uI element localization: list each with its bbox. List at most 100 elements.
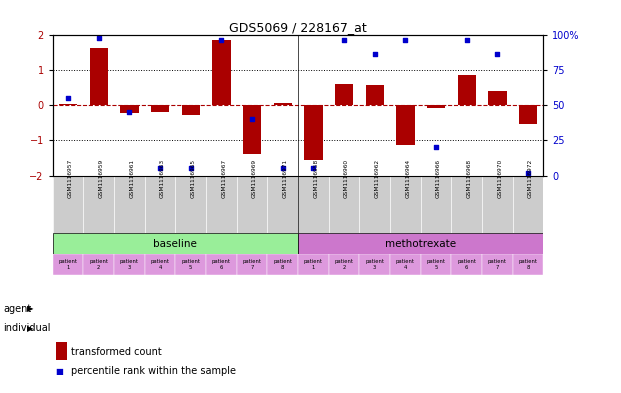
Text: GSM1116965: GSM1116965 — [191, 159, 196, 198]
Bar — [151, 105, 170, 112]
Text: GSM1116967: GSM1116967 — [222, 159, 227, 198]
Text: ▶: ▶ — [27, 304, 33, 313]
Text: methotrexate: methotrexate — [385, 239, 456, 248]
FancyBboxPatch shape — [206, 254, 237, 275]
Point — [155, 165, 165, 172]
Text: GSM1116959: GSM1116959 — [99, 159, 104, 198]
Text: GSM1116958: GSM1116958 — [314, 159, 319, 198]
Point — [94, 35, 104, 41]
Bar — [181, 105, 200, 115]
FancyBboxPatch shape — [451, 254, 482, 275]
Text: GSM1116963: GSM1116963 — [160, 159, 165, 198]
Text: patient
2: patient 2 — [335, 259, 353, 270]
FancyBboxPatch shape — [329, 176, 360, 233]
Point — [523, 169, 533, 176]
Text: patient
8: patient 8 — [273, 259, 292, 270]
Text: patient
1: patient 1 — [304, 259, 323, 270]
Bar — [396, 105, 415, 145]
FancyBboxPatch shape — [390, 176, 421, 233]
Text: GSM1116957: GSM1116957 — [68, 159, 73, 198]
FancyBboxPatch shape — [145, 176, 176, 233]
Point — [431, 144, 441, 151]
Text: patient
5: patient 5 — [427, 259, 445, 270]
Text: GSM1116972: GSM1116972 — [528, 159, 533, 198]
Text: patient
2: patient 2 — [89, 259, 108, 270]
Text: patient
7: patient 7 — [488, 259, 507, 270]
Text: patient
5: patient 5 — [181, 259, 200, 270]
Point — [63, 95, 73, 101]
Text: patient
6: patient 6 — [212, 259, 231, 270]
Text: GSM1116968: GSM1116968 — [467, 159, 472, 198]
FancyBboxPatch shape — [53, 254, 83, 275]
Bar — [120, 105, 138, 113]
FancyBboxPatch shape — [298, 233, 543, 254]
Point — [492, 50, 502, 57]
FancyBboxPatch shape — [482, 254, 513, 275]
Text: GSM1116969: GSM1116969 — [252, 159, 257, 198]
FancyBboxPatch shape — [513, 176, 543, 233]
FancyBboxPatch shape — [421, 254, 451, 275]
FancyBboxPatch shape — [451, 176, 482, 233]
Point — [247, 116, 257, 123]
Point — [401, 37, 410, 43]
Bar — [335, 84, 353, 105]
FancyBboxPatch shape — [390, 254, 421, 275]
Text: patient
3: patient 3 — [120, 259, 139, 270]
FancyBboxPatch shape — [298, 176, 329, 233]
Text: GSM1116960: GSM1116960 — [344, 159, 349, 198]
FancyBboxPatch shape — [53, 176, 83, 233]
Bar — [427, 105, 445, 108]
Text: GSM1116962: GSM1116962 — [374, 159, 379, 198]
FancyBboxPatch shape — [53, 233, 298, 254]
FancyBboxPatch shape — [206, 176, 237, 233]
Bar — [366, 85, 384, 105]
Point — [124, 109, 134, 116]
Point — [278, 165, 288, 172]
Text: ■: ■ — [56, 367, 63, 376]
FancyBboxPatch shape — [83, 254, 114, 275]
Text: transformed count: transformed count — [71, 347, 162, 357]
Bar — [59, 104, 77, 105]
FancyBboxPatch shape — [145, 254, 176, 275]
FancyBboxPatch shape — [268, 176, 298, 233]
FancyBboxPatch shape — [237, 176, 268, 233]
FancyBboxPatch shape — [114, 176, 145, 233]
Point — [309, 165, 319, 172]
Text: ▶: ▶ — [27, 324, 33, 332]
Text: GSM1116971: GSM1116971 — [283, 159, 288, 198]
Point — [339, 37, 349, 43]
Bar — [519, 105, 537, 124]
Text: patient
7: patient 7 — [243, 259, 261, 270]
Bar — [488, 91, 507, 105]
Point — [186, 165, 196, 172]
FancyBboxPatch shape — [83, 176, 114, 233]
Bar — [304, 105, 323, 160]
Bar — [273, 103, 292, 105]
Text: GSM1116961: GSM1116961 — [129, 159, 134, 198]
Text: GSM1116966: GSM1116966 — [436, 159, 441, 198]
Text: agent: agent — [3, 303, 31, 314]
Text: patient
1: patient 1 — [58, 259, 78, 270]
Text: patient
3: patient 3 — [365, 259, 384, 270]
Text: GSM1116964: GSM1116964 — [406, 159, 410, 198]
Text: patient
8: patient 8 — [519, 259, 538, 270]
FancyBboxPatch shape — [360, 176, 390, 233]
FancyBboxPatch shape — [268, 254, 298, 275]
FancyBboxPatch shape — [329, 254, 360, 275]
Bar — [212, 40, 230, 105]
FancyBboxPatch shape — [421, 176, 451, 233]
FancyBboxPatch shape — [513, 254, 543, 275]
Text: patient
4: patient 4 — [151, 259, 170, 270]
Text: patient
4: patient 4 — [396, 259, 415, 270]
Point — [462, 37, 472, 43]
FancyBboxPatch shape — [237, 254, 268, 275]
Text: baseline: baseline — [153, 239, 197, 248]
FancyBboxPatch shape — [482, 176, 513, 233]
FancyBboxPatch shape — [176, 254, 206, 275]
Text: individual: individual — [3, 323, 50, 333]
Bar — [458, 75, 476, 105]
Text: GSM1116970: GSM1116970 — [497, 159, 502, 198]
Bar — [243, 105, 261, 154]
FancyBboxPatch shape — [360, 254, 390, 275]
Bar — [89, 48, 108, 105]
